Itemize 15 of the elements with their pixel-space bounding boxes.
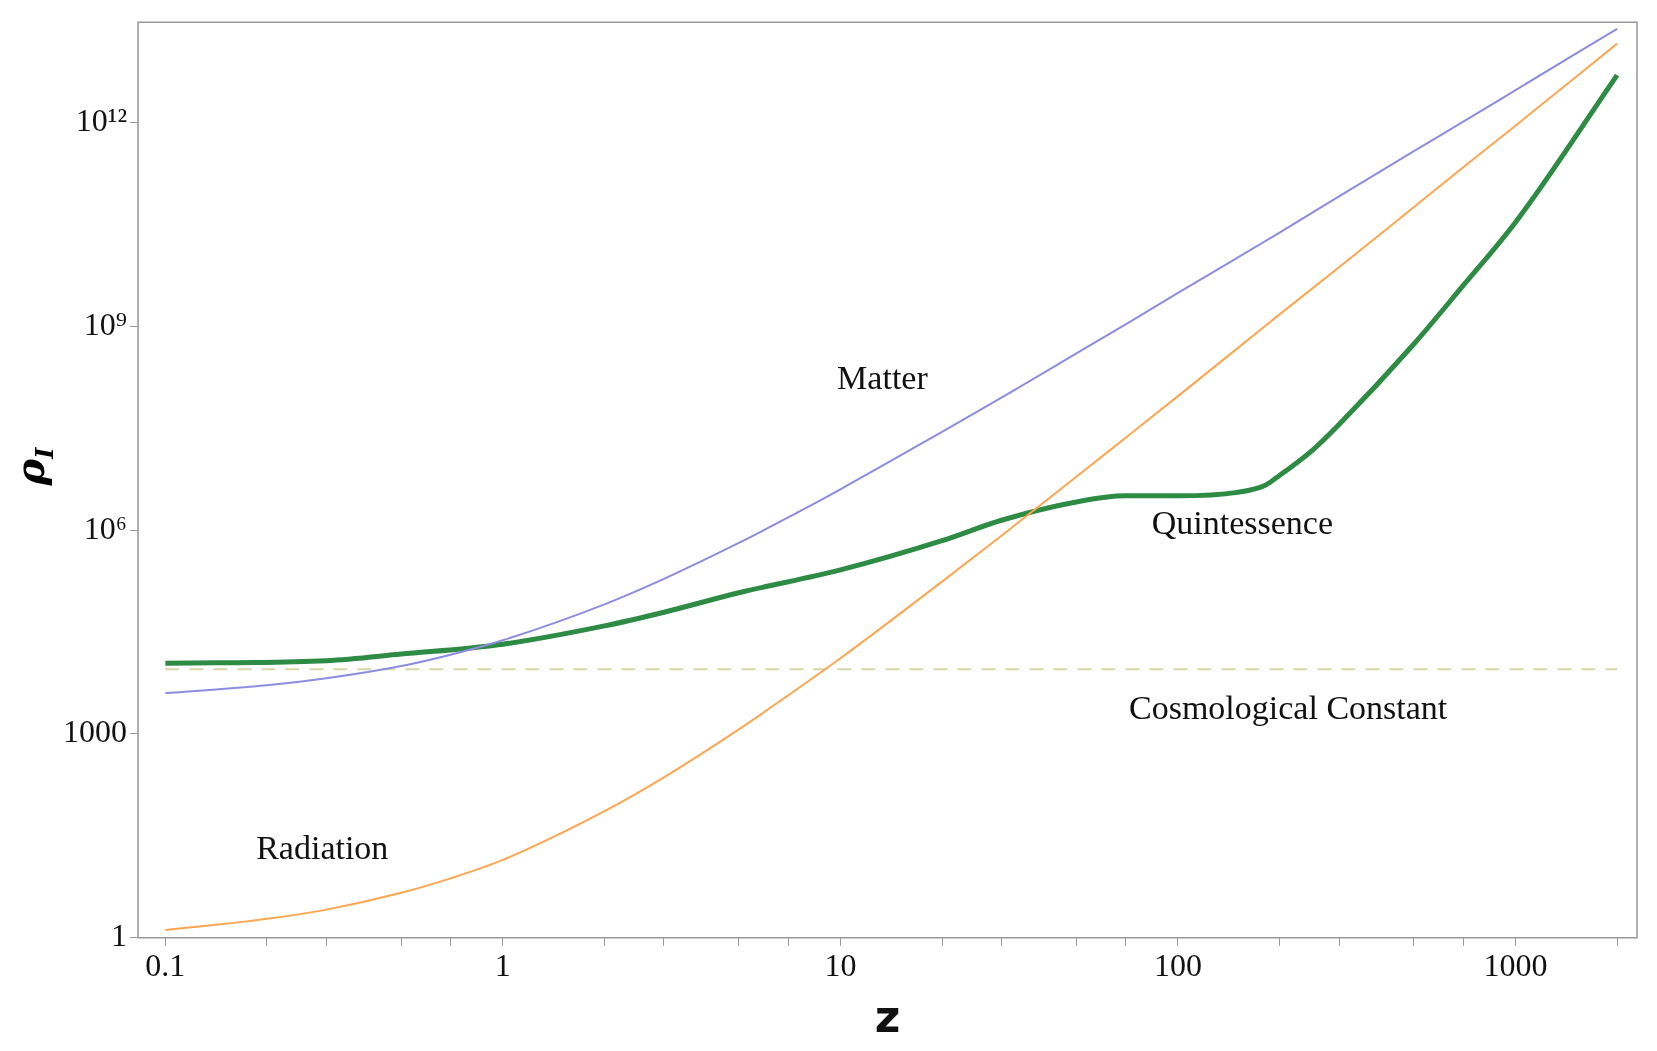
x-axis-title: z (874, 991, 901, 1043)
y-tick-label: 10⁶ (83, 509, 127, 546)
y-tick-label: 1000 (63, 713, 127, 750)
series-label: Cosmological Constant (1129, 689, 1448, 727)
x-tick-label: 100 (1153, 947, 1202, 984)
series-label: Quintessence (1151, 504, 1334, 542)
x-tick-label: 10 (824, 947, 857, 984)
x-tick-label: 1000 (1483, 947, 1548, 984)
series-label: Radiation (256, 828, 389, 866)
y-tick-label: 10¹² (75, 101, 127, 138)
x-tick-label: 0.1 (145, 947, 186, 984)
series-label: Matter (837, 359, 929, 397)
y-tick-label: 1 (111, 917, 127, 954)
y-tick-label: 10⁹ (83, 305, 127, 342)
x-tick-label: 1 (494, 947, 511, 984)
